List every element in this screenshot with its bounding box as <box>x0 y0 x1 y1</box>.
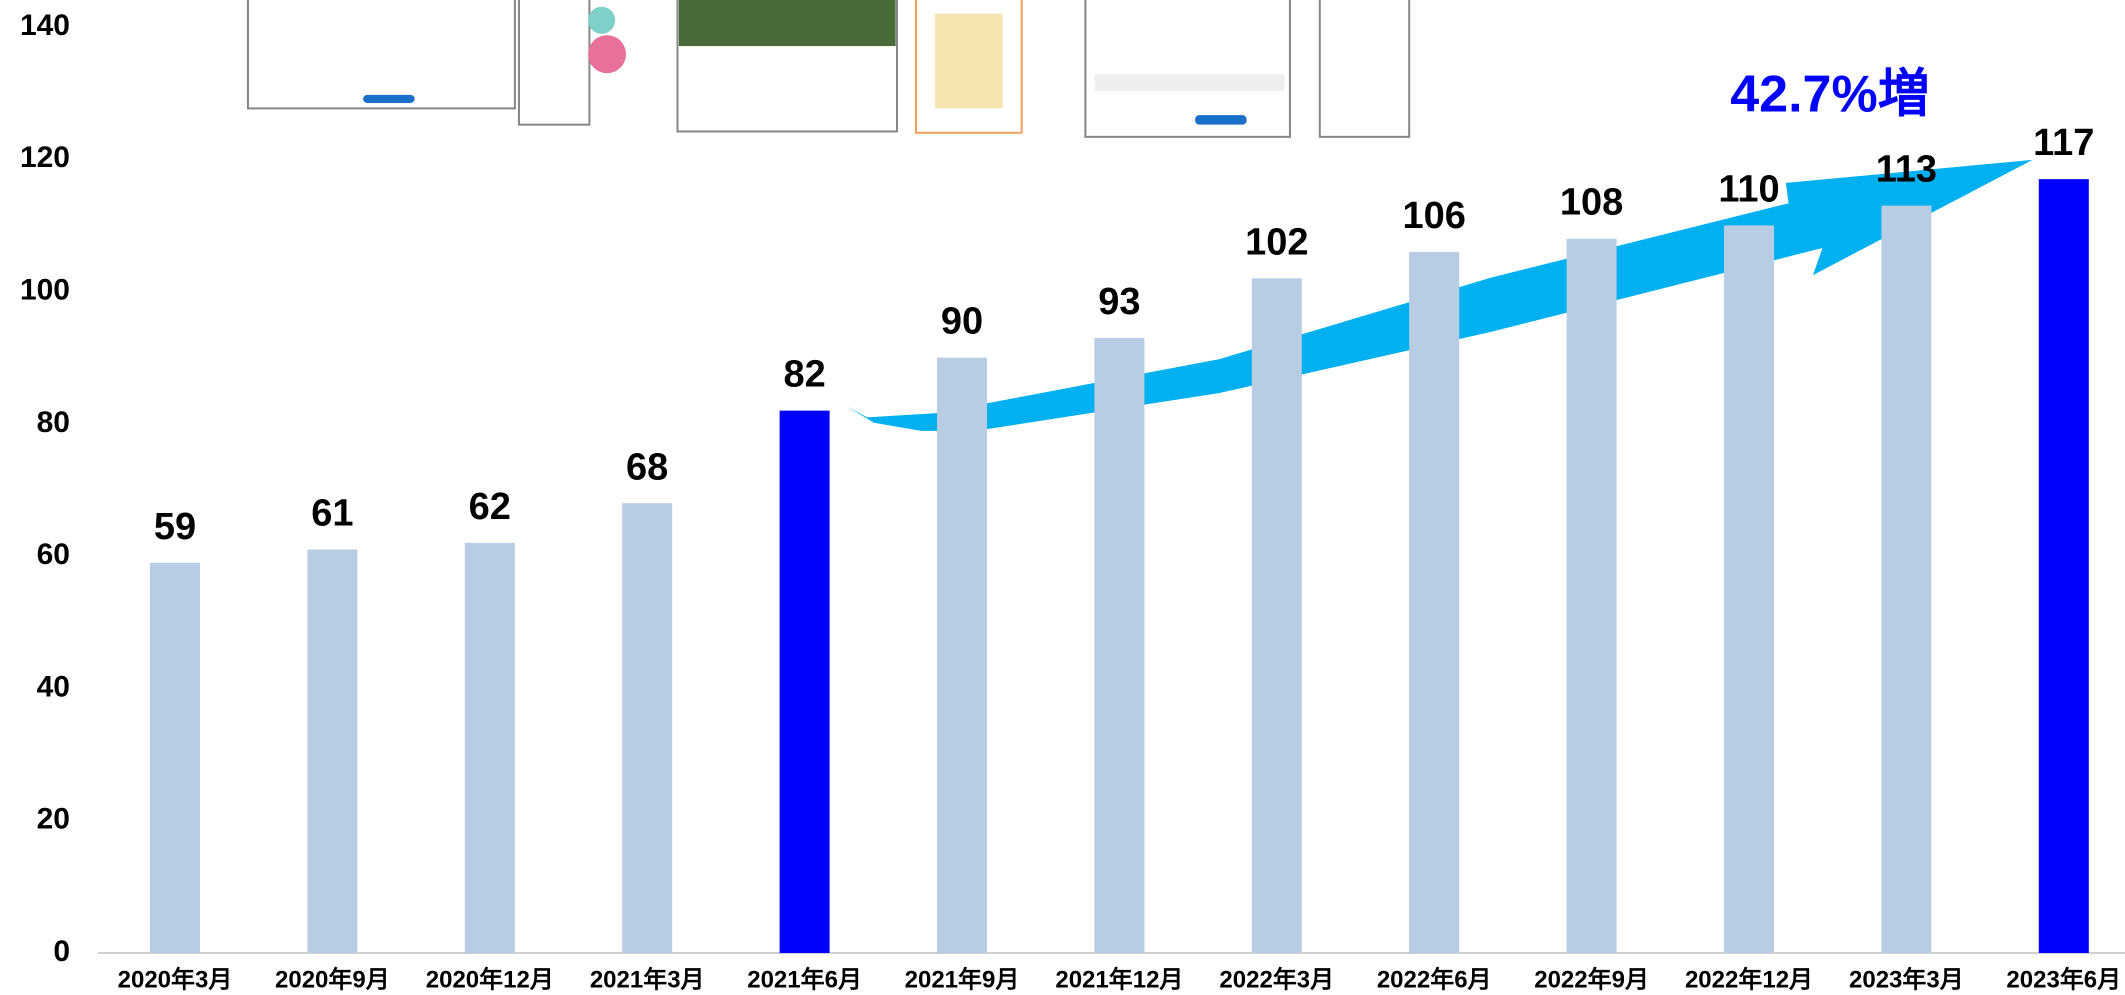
bar <box>150 562 200 953</box>
value-label: 82 <box>783 354 825 396</box>
y-tick-label: 80 <box>37 406 70 439</box>
thumbnail-photo <box>678 0 896 47</box>
bar <box>307 549 358 953</box>
value-label: 62 <box>469 486 511 528</box>
value-label: 93 <box>1098 281 1140 323</box>
value-label: 106 <box>1402 195 1465 237</box>
x-tick-label: 2022年3月 <box>1219 965 1334 993</box>
x-tick-label: 2021年12月 <box>1055 965 1183 993</box>
bar <box>937 357 987 953</box>
x-tick-label: 2021年9月 <box>905 965 1020 993</box>
thumbnail-button <box>363 94 415 103</box>
value-label: 102 <box>1245 221 1308 263</box>
x-tick-label: 2020年12月 <box>426 965 554 993</box>
x-tick-label: 2022年12月 <box>1685 965 1813 993</box>
bar <box>1409 251 1460 953</box>
bar <box>1094 337 1145 953</box>
bar <box>779 410 830 954</box>
value-label: 108 <box>1560 182 1623 224</box>
y-tick-label: 140 <box>20 9 70 42</box>
bar <box>622 503 673 953</box>
value-label: 110 <box>1718 168 1779 210</box>
y-tick-label: 100 <box>20 273 70 306</box>
x-tick-label: 2022年9月 <box>1534 965 1649 993</box>
thumbnail-panel <box>934 13 1003 109</box>
y-tick-label: 40 <box>37 670 70 703</box>
x-tick-label: 2020年9月 <box>275 965 390 993</box>
value-label: 117 <box>2033 122 2094 164</box>
y-tick-label: 60 <box>37 538 70 571</box>
thumbnail-panel <box>1094 74 1285 91</box>
bar <box>1251 278 1302 953</box>
value-label: 61 <box>311 493 353 535</box>
x-tick-label: 2020年3月 <box>118 965 233 993</box>
value-label: 90 <box>941 301 983 343</box>
value-label: 59 <box>154 506 196 548</box>
screenshot-thumbnail <box>246 0 516 110</box>
bar <box>1881 205 1932 954</box>
thumbnail-bubble <box>588 6 616 34</box>
y-tick-label: 120 <box>20 141 70 174</box>
thumbnail-button <box>1195 115 1247 125</box>
x-tick-label: 2022年6月 <box>1377 965 1492 993</box>
screenshot-thumbnail <box>1084 0 1291 138</box>
thumbnail-bubble <box>588 35 627 74</box>
bar <box>1724 225 1774 953</box>
x-tick-label: 2021年3月 <box>590 965 705 993</box>
y-tick-label: 0 <box>53 935 70 968</box>
screenshot-thumbnail <box>517 0 591 126</box>
y-tick-label: 20 <box>37 803 70 836</box>
annotation: 42.7%増 <box>1730 66 1929 124</box>
x-tick-label: 2021年6月 <box>747 965 862 993</box>
bar <box>2038 179 2089 954</box>
x-tick-label: 2023年6月 <box>2006 965 2121 993</box>
value-label: 113 <box>1876 149 1937 191</box>
screenshot-thumbnail <box>1318 0 1411 138</box>
x-tick-label: 2023年3月 <box>1849 965 1964 993</box>
value-label: 68 <box>626 446 668 488</box>
bar <box>1566 238 1617 953</box>
bar <box>464 542 515 953</box>
